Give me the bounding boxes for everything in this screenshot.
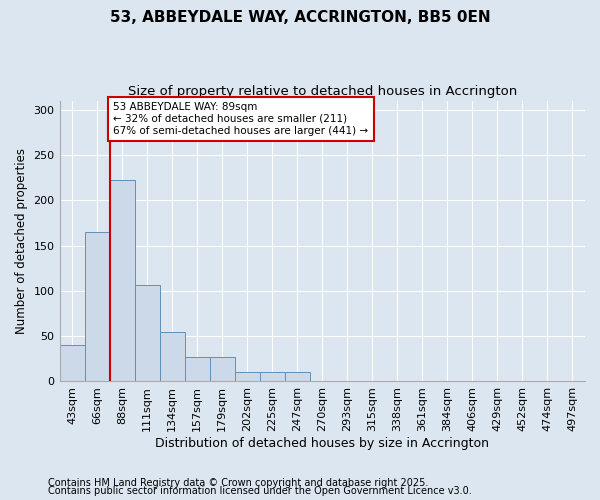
Bar (59, 345, 85, 382)
Text: 53 ABBEYDALE WAY: 89sqm
← 32% of detached houses are smaller (211)
67% of semi-d: 53 ABBEYDALE WAY: 89sqm ← 32% of detache… (113, 102, 368, 136)
Text: Contains HM Land Registry data © Crown copyright and database right 2025.: Contains HM Land Registry data © Crown c… (48, 478, 428, 488)
Bar (85, 232, 110, 382)
Y-axis label: Number of detached properties: Number of detached properties (15, 148, 28, 334)
Text: 53, ABBEYDALE WAY, ACCRINGTON, BB5 0EN: 53, ABBEYDALE WAY, ACCRINGTON, BB5 0EN (110, 10, 490, 25)
Bar (235, 372, 260, 382)
Bar (209, 357, 235, 382)
Bar (260, 372, 285, 382)
Bar (110, 180, 134, 382)
Bar (160, 332, 185, 382)
Bar (185, 357, 209, 382)
Bar (310, 380, 335, 382)
Bar (285, 372, 310, 382)
Title: Size of property relative to detached houses in Accrington: Size of property relative to detached ho… (128, 85, 517, 98)
Text: Contains public sector information licensed under the Open Government Licence v3: Contains public sector information licen… (48, 486, 472, 496)
Bar (134, 284, 160, 382)
X-axis label: Distribution of detached houses by size in Accrington: Distribution of detached houses by size … (155, 437, 489, 450)
Bar (560, 380, 585, 382)
